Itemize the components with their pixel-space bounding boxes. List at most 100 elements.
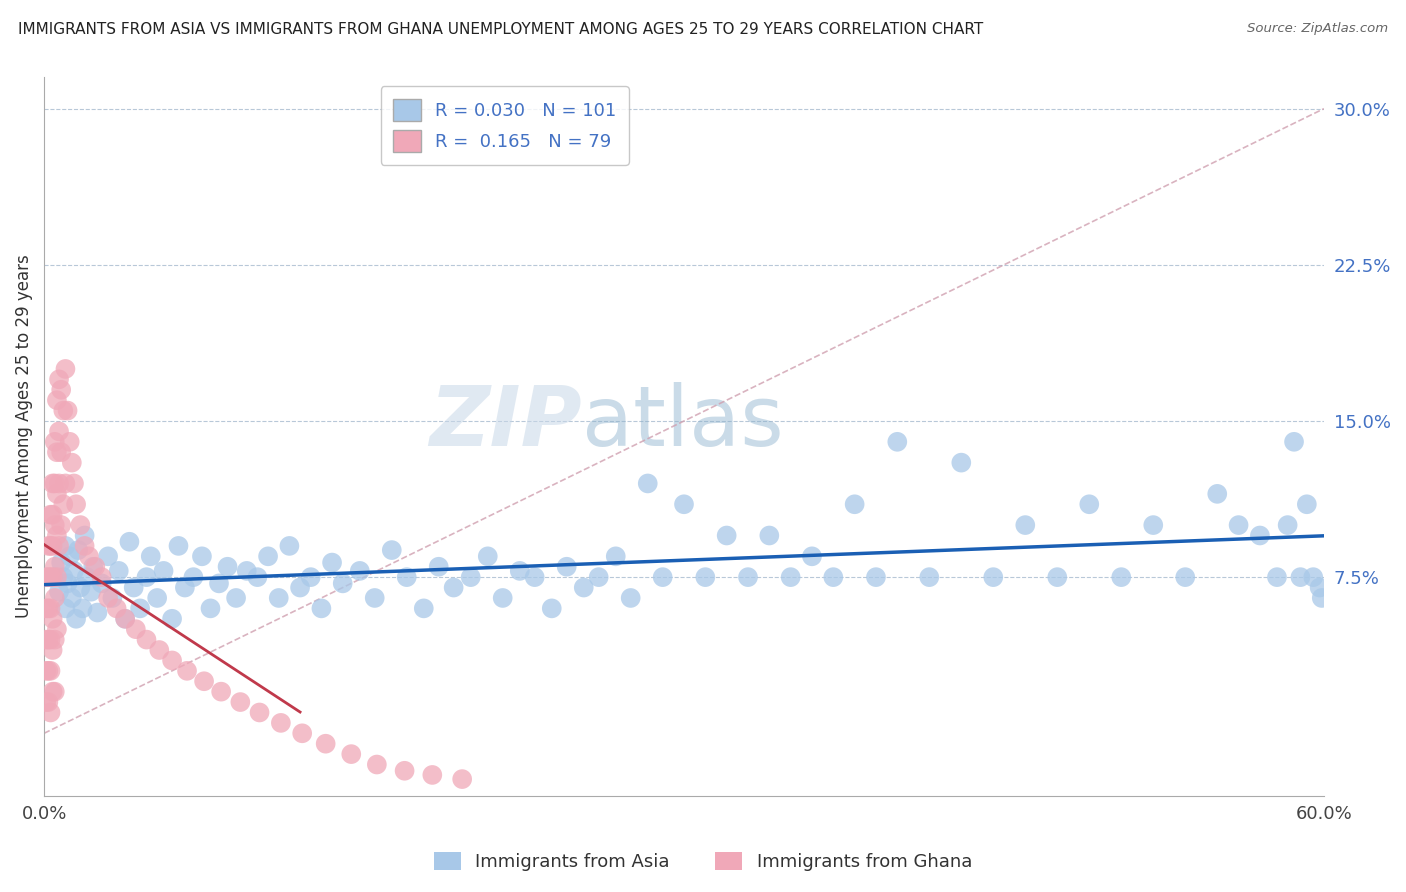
Point: [950, 456, 973, 470]
Point: [37, 632, 59, 647]
Point: [492, 591, 515, 605]
Point: [737, 570, 759, 584]
Point: [82, 559, 104, 574]
Point: [44, 684, 66, 698]
Point: [249, 706, 271, 720]
Point: [509, 564, 531, 578]
Point: [35, 632, 58, 647]
Point: [695, 570, 717, 584]
Point: [865, 570, 887, 584]
Point: [41, 684, 63, 698]
Y-axis label: Unemployment Among Ages 25 to 29 years: Unemployment Among Ages 25 to 29 years: [15, 255, 32, 618]
Point: [45, 393, 67, 408]
Point: [716, 528, 738, 542]
Point: [208, 576, 231, 591]
Point: [1289, 570, 1312, 584]
Point: [55, 601, 77, 615]
Point: [588, 570, 610, 584]
Text: IMMIGRANTS FROM ASIA VS IMMIGRANTS FROM GHANA UNEMPLOYMENT AMONG AGES 25 TO 29 Y: IMMIGRANTS FROM ASIA VS IMMIGRANTS FROM …: [18, 22, 984, 37]
Point: [200, 601, 222, 615]
Point: [523, 570, 546, 584]
Point: [1227, 518, 1250, 533]
Point: [52, 497, 75, 511]
Point: [39, 664, 62, 678]
Point: [56, 576, 79, 591]
Legend: Immigrants from Asia, Immigrants from Ghana: Immigrants from Asia, Immigrants from Gh…: [427, 845, 979, 879]
Point: [572, 581, 595, 595]
Point: [41, 612, 63, 626]
Point: [160, 612, 183, 626]
Point: [246, 570, 269, 584]
Point: [349, 564, 371, 578]
Point: [1206, 487, 1229, 501]
Point: [65, 497, 87, 511]
Point: [135, 632, 157, 647]
Point: [844, 497, 866, 511]
Point: [801, 549, 824, 564]
Point: [45, 445, 67, 459]
Point: [381, 543, 404, 558]
Point: [59, 434, 82, 449]
Point: [364, 591, 387, 605]
Point: [1282, 434, 1305, 449]
Point: [460, 570, 482, 584]
Point: [39, 508, 62, 522]
Point: [167, 539, 190, 553]
Point: [209, 684, 232, 698]
Point: [420, 768, 443, 782]
Point: [67, 543, 90, 558]
Point: [235, 564, 257, 578]
Text: ZIP: ZIP: [429, 382, 582, 463]
Point: [394, 764, 416, 778]
Point: [48, 584, 70, 599]
Point: [160, 653, 183, 667]
Point: [288, 581, 311, 595]
Point: [451, 772, 474, 786]
Point: [148, 643, 170, 657]
Point: [225, 591, 247, 605]
Point: [193, 674, 215, 689]
Point: [55, 362, 77, 376]
Point: [45, 528, 67, 542]
Point: [44, 518, 66, 533]
Point: [60, 591, 83, 605]
Point: [637, 476, 659, 491]
Point: [39, 706, 62, 720]
Point: [90, 576, 112, 591]
Point: [69, 581, 91, 595]
Point: [39, 570, 62, 584]
Point: [114, 612, 136, 626]
Point: [48, 539, 70, 553]
Point: [1046, 570, 1069, 584]
Point: [340, 747, 363, 761]
Point: [672, 497, 695, 511]
Point: [395, 570, 418, 584]
Point: [229, 695, 252, 709]
Point: [139, 549, 162, 564]
Point: [366, 757, 388, 772]
Point: [191, 549, 214, 564]
Point: [118, 534, 141, 549]
Point: [886, 434, 908, 449]
Point: [555, 559, 578, 574]
Point: [97, 591, 120, 605]
Point: [51, 518, 73, 533]
Point: [52, 570, 75, 584]
Text: Source: ZipAtlas.com: Source: ZipAtlas.com: [1247, 22, 1388, 36]
Point: [44, 476, 66, 491]
Point: [146, 591, 169, 605]
Point: [1142, 518, 1164, 533]
Point: [1302, 570, 1324, 584]
Point: [135, 570, 157, 584]
Point: [278, 539, 301, 553]
Point: [73, 539, 96, 553]
Point: [105, 601, 128, 615]
Point: [125, 622, 148, 636]
Point: [76, 570, 98, 584]
Point: [52, 403, 75, 417]
Point: [1310, 591, 1333, 605]
Point: [39, 632, 62, 647]
Point: [48, 476, 70, 491]
Point: [41, 570, 63, 584]
Point: [72, 601, 94, 615]
